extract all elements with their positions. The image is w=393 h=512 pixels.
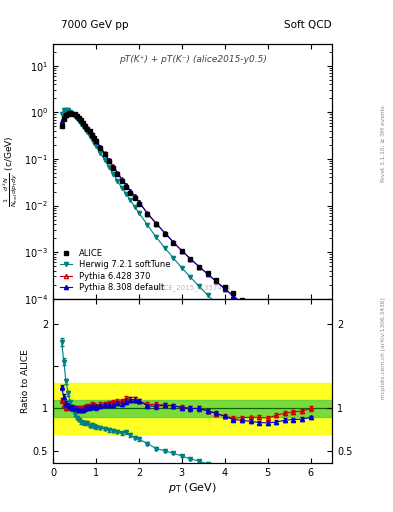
Legend: ALICE, Herwig 7.2.1 softTune, Pythia 6.428 370, Pythia 8.308 default: ALICE, Herwig 7.2.1 softTune, Pythia 6.4…	[56, 245, 174, 295]
Y-axis label: $\frac{1}{N_{\rm inel}}\frac{d^2N}{dp_{\rm T}dy}$ (c/GeV): $\frac{1}{N_{\rm inel}}\frac{d^2N}{dp_{\…	[2, 135, 20, 207]
Text: Soft QCD: Soft QCD	[284, 20, 331, 31]
Text: Rivet 3.1.10, ≥ 3M events: Rivet 3.1.10, ≥ 3M events	[381, 105, 386, 182]
Y-axis label: Ratio to ALICE: Ratio to ALICE	[21, 349, 30, 413]
Text: pT(K⁺) + pT(K⁻) (alice2015-y0.5): pT(K⁺) + pT(K⁻) (alice2015-y0.5)	[119, 55, 266, 64]
X-axis label: $p_{\rm T}$ (GeV): $p_{\rm T}$ (GeV)	[168, 481, 217, 495]
Text: ALICE_2015_I1357424: ALICE_2015_I1357424	[154, 284, 231, 291]
Text: 7000 GeV pp: 7000 GeV pp	[61, 20, 129, 31]
Text: mcplots.cern.ch [arXiv:1306.3436]: mcplots.cern.ch [arXiv:1306.3436]	[381, 297, 386, 399]
